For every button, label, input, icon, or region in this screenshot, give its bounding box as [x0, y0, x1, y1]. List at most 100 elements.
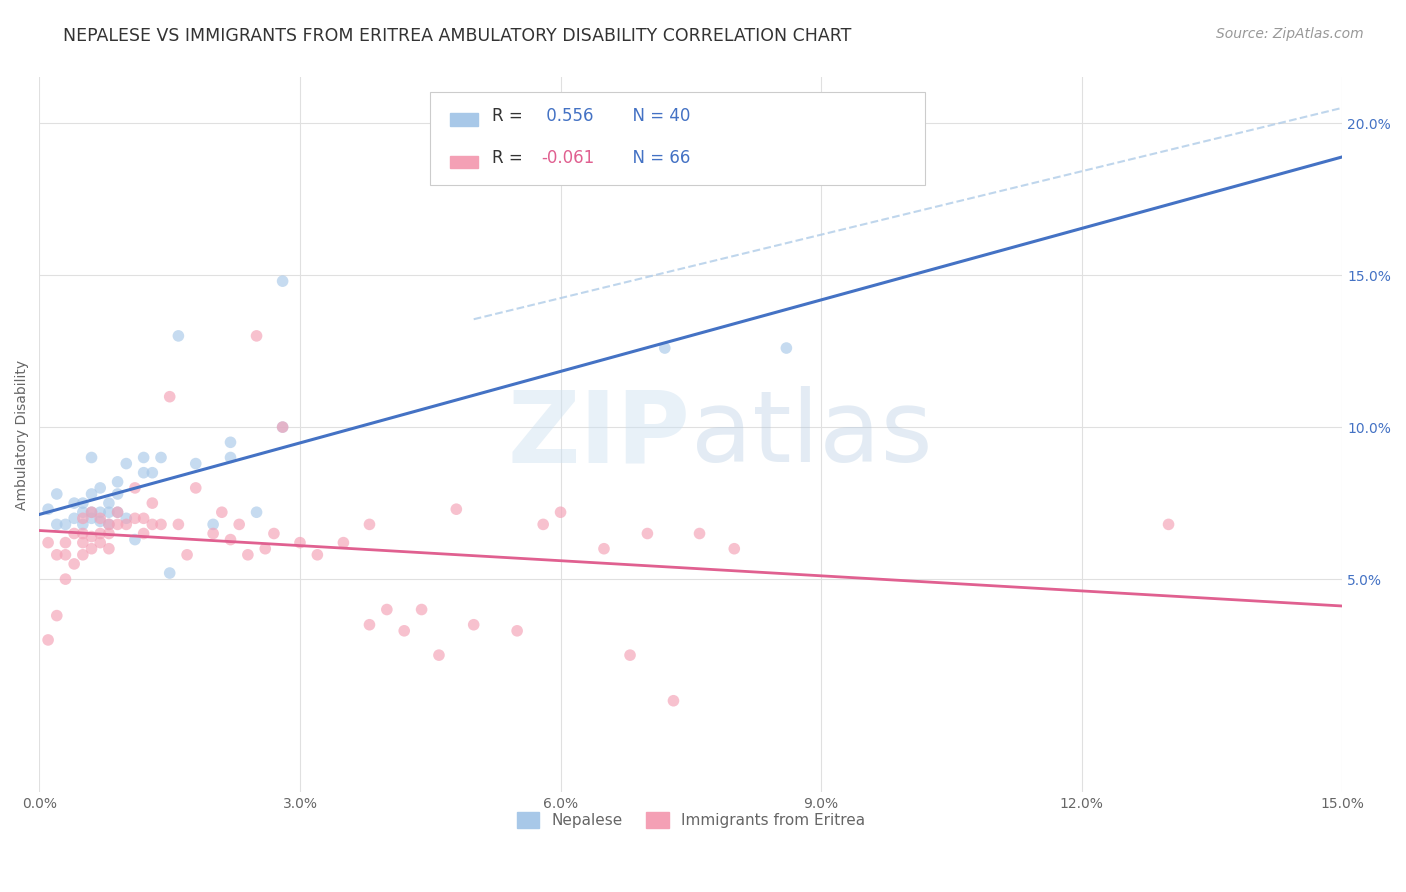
Point [97, 517, 120, 532]
Point [167, 329, 190, 343]
Point [332, 535, 354, 549]
Point [375, 602, 398, 616]
Point [254, 541, 277, 556]
Point [288, 535, 311, 549]
Point [80, 541, 103, 556]
Text: 0.556: 0.556 [541, 107, 593, 125]
Point [184, 457, 207, 471]
Point [115, 457, 138, 471]
Point [45, 517, 67, 532]
Point [550, 505, 572, 519]
Point [202, 526, 225, 541]
Legend: Nepalese, Immigrants from Eritrea: Nepalese, Immigrants from Eritrea [510, 806, 872, 834]
Point [723, 541, 745, 556]
Point [72, 535, 94, 549]
Point [619, 648, 641, 662]
Point [37, 502, 59, 516]
Point [359, 617, 381, 632]
Point [37, 535, 59, 549]
Point [89, 511, 111, 525]
Point [107, 487, 129, 501]
Point [392, 624, 415, 638]
Point [132, 511, 155, 525]
Point [271, 420, 294, 434]
Point [531, 517, 554, 532]
Point [150, 517, 173, 532]
Point [219, 450, 242, 465]
Point [219, 435, 242, 450]
Point [446, 502, 468, 516]
Point [150, 450, 173, 465]
Point [97, 505, 120, 519]
Point [141, 517, 163, 532]
Point [80, 505, 103, 519]
Point [45, 608, 67, 623]
Text: R =: R = [492, 107, 527, 125]
Text: NEPALESE VS IMMIGRANTS FROM ERITREA AMBULATORY DISABILITY CORRELATION CHART: NEPALESE VS IMMIGRANTS FROM ERITREA AMBU… [63, 27, 852, 45]
Point [245, 505, 267, 519]
Point [159, 390, 181, 404]
FancyBboxPatch shape [430, 92, 925, 185]
Point [236, 548, 259, 562]
Point [228, 517, 250, 532]
Point [307, 548, 329, 562]
Point [80, 530, 103, 544]
Point [1157, 517, 1180, 532]
Point [89, 505, 111, 519]
Point [45, 548, 67, 562]
Point [80, 487, 103, 501]
Point [72, 496, 94, 510]
Text: N = 66: N = 66 [621, 150, 690, 168]
Text: R =: R = [492, 150, 527, 168]
Point [63, 511, 86, 525]
Point [176, 548, 198, 562]
Point [219, 533, 242, 547]
Point [72, 511, 94, 525]
Point [72, 505, 94, 519]
Point [202, 517, 225, 532]
Point [72, 517, 94, 532]
Point [72, 526, 94, 541]
Point [211, 505, 233, 519]
Point [97, 526, 120, 541]
Point [124, 511, 146, 525]
Point [141, 496, 163, 510]
Point [37, 632, 59, 647]
Point [115, 517, 138, 532]
Point [107, 475, 129, 489]
Point [245, 329, 267, 343]
Point [463, 617, 485, 632]
Bar [450, 113, 478, 126]
Point [63, 526, 86, 541]
Point [89, 481, 111, 495]
Point [55, 572, 77, 586]
Point [72, 548, 94, 562]
Point [107, 505, 129, 519]
Point [107, 517, 129, 532]
Point [359, 517, 381, 532]
Bar [450, 156, 478, 169]
Point [132, 466, 155, 480]
Point [124, 481, 146, 495]
Text: atlas: atlas [690, 386, 932, 483]
Point [124, 533, 146, 547]
Text: Source: ZipAtlas.com: Source: ZipAtlas.com [1216, 27, 1364, 41]
Point [97, 517, 120, 532]
Point [141, 466, 163, 480]
Point [63, 496, 86, 510]
Point [159, 566, 181, 580]
Point [506, 624, 529, 638]
Point [80, 450, 103, 465]
Point [45, 487, 67, 501]
Y-axis label: Ambulatory Disability: Ambulatory Disability [15, 359, 30, 509]
Text: -0.061: -0.061 [541, 150, 595, 168]
Point [662, 694, 685, 708]
Point [80, 505, 103, 519]
Point [654, 341, 676, 355]
Point [636, 526, 658, 541]
Point [107, 505, 129, 519]
Point [89, 535, 111, 549]
Point [97, 541, 120, 556]
Point [132, 450, 155, 465]
Text: ZIP: ZIP [508, 386, 690, 483]
